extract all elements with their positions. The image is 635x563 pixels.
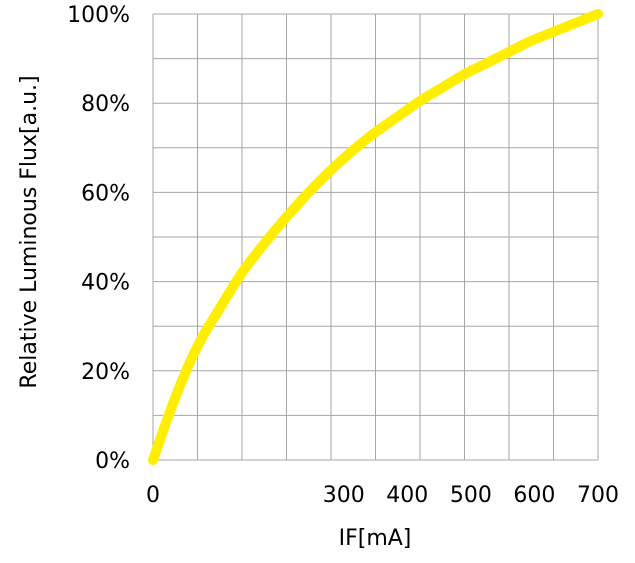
y-tick-label-5: 100% — [67, 3, 130, 28]
x-tick-label-5: 700 — [577, 483, 619, 508]
tick-label-layer: 0 300 400 500 600 700 0% 20% 40% 60% 80% 100% — [67, 3, 619, 508]
x-axis-title: IF[mA] — [339, 526, 412, 551]
x-tick-label-0: 0 — [146, 483, 160, 508]
y-tick-label-0: 0% — [95, 449, 130, 474]
y-axis-title: Relative Luminous Flux[a.u.] — [17, 75, 42, 388]
grid-layer — [152, 13, 599, 461]
y-tick-label-3: 60% — [81, 181, 130, 206]
y-tick-label-2: 40% — [81, 271, 130, 296]
y-tick-label-4: 80% — [81, 92, 130, 117]
x-tick-label-4: 600 — [513, 483, 555, 508]
y-tick-label-1: 20% — [81, 360, 130, 385]
series-layer — [148, 9, 603, 465]
x-tick-label-2: 400 — [386, 483, 428, 508]
series-line-0 — [148, 9, 603, 465]
x-tick-label-3: 500 — [450, 483, 492, 508]
x-tick-label-1: 300 — [323, 483, 365, 508]
